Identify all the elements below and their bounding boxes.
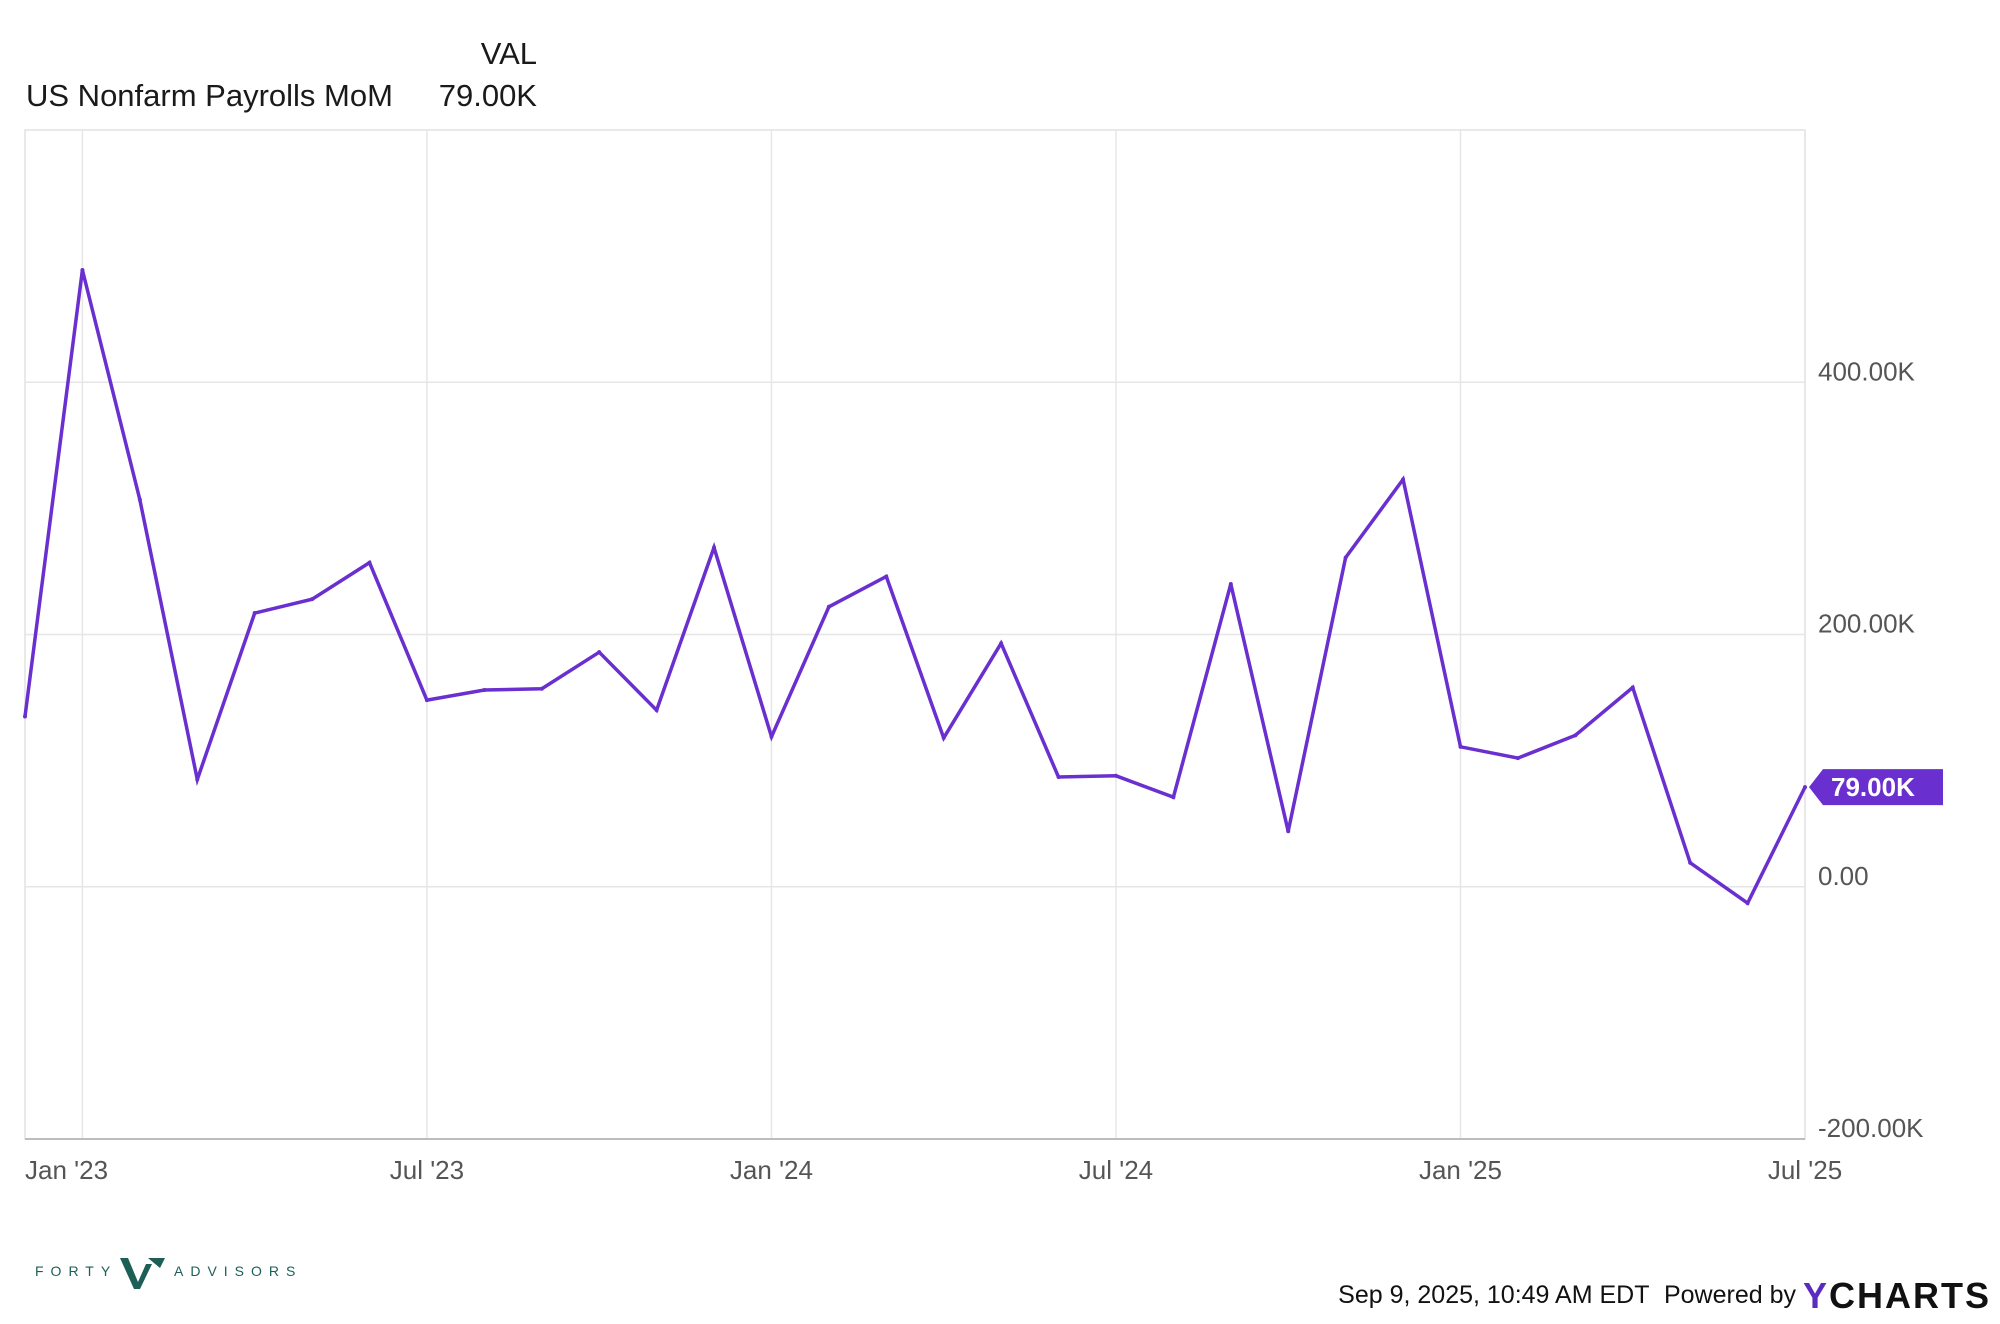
data-point — [1228, 582, 1233, 587]
data-point — [195, 777, 200, 782]
data-point — [712, 545, 717, 550]
data-point — [884, 574, 889, 579]
horizontal-gridlines — [25, 381, 1805, 888]
data-point — [1401, 477, 1406, 482]
data-point — [1056, 775, 1061, 780]
data-point — [1630, 685, 1635, 690]
x-tick-label: Jul '24 — [1079, 1155, 1153, 1185]
x-tick-label: Jul '23 — [390, 1155, 464, 1185]
forty-advisors-logo: FORTY ADVISORS — [35, 1258, 302, 1289]
data-point — [539, 686, 544, 691]
data-point — [999, 641, 1004, 646]
legend-header: VAL — [481, 36, 537, 71]
series-line-nonfarm-payrolls — [23, 269, 1807, 906]
footer-powered-by: Powered by — [1664, 1281, 1797, 1309]
data-point — [597, 650, 602, 655]
footer-timestamp: Sep 9, 2025, 10:49 AM EDT — [1338, 1281, 1649, 1309]
legend-series-value: 79.00K — [439, 78, 538, 113]
x-tick-label: Jan '25 — [1419, 1155, 1502, 1185]
data-point — [424, 698, 429, 703]
data-point — [826, 604, 831, 609]
x-axis-tick-labels: Jan '23 Jul '23 Jan '24 Jul '24 Jan '25 Jul '… — [25, 1155, 1842, 1185]
last-value-tag-label: 79.00K — [1831, 772, 1915, 802]
data-point — [367, 560, 372, 565]
ycharts-brand-y: Y — [1803, 1275, 1829, 1316]
data-point — [1688, 860, 1693, 865]
ycharts-brand[interactable]: YCHARTS — [1803, 1275, 1991, 1316]
data-point — [80, 267, 85, 272]
y-tick-label: -200.00K — [1818, 1113, 1924, 1143]
data-point — [1745, 901, 1750, 906]
y-tick-label: 200.00K — [1818, 609, 1916, 639]
data-point — [1515, 756, 1520, 761]
data-point — [1171, 795, 1176, 800]
data-point — [1343, 555, 1348, 560]
footer-timestamp-powered-by: Sep 9, 2025, 10:49 AM EDT Powered by — [1338, 1281, 1796, 1309]
data-point — [1803, 785, 1807, 790]
data-point — [1458, 744, 1463, 749]
legend-series-name: US Nonfarm Payrolls MoM — [26, 78, 393, 113]
data-point — [769, 734, 774, 739]
logo-w-mark-icon — [120, 1258, 165, 1289]
logo-left-text: FORTY — [35, 1263, 117, 1279]
logo-right-text: ADVISORS — [174, 1263, 302, 1279]
data-points — [23, 267, 1807, 906]
x-tick-label: Jan '23 — [25, 1155, 108, 1185]
data-point — [23, 714, 27, 719]
y-tick-label: 0.00 — [1818, 861, 1869, 891]
data-point — [654, 708, 659, 713]
x-tick-label: Jul '25 — [1768, 1155, 1842, 1185]
data-point — [1286, 829, 1291, 834]
data-point — [1573, 733, 1578, 738]
data-point — [1113, 773, 1118, 778]
x-tick-label: Jan '24 — [730, 1155, 813, 1185]
data-point — [137, 497, 142, 502]
y-tick-label: 400.00K — [1818, 356, 1916, 386]
y-axis-tick-labels: -200.00K 0.00 200.00K 400.00K — [1818, 356, 1924, 1143]
ycharts-brand-rest: CHARTS — [1829, 1275, 1991, 1316]
last-value-tag: 79.00K — [1809, 769, 1943, 806]
data-point — [310, 597, 315, 602]
data-point — [252, 611, 257, 616]
last-value-tag-background — [1809, 769, 1943, 806]
data-point — [482, 687, 487, 692]
vertical-gridlines — [81, 130, 1806, 1139]
series-group — [23, 269, 1807, 906]
data-point — [941, 735, 946, 740]
